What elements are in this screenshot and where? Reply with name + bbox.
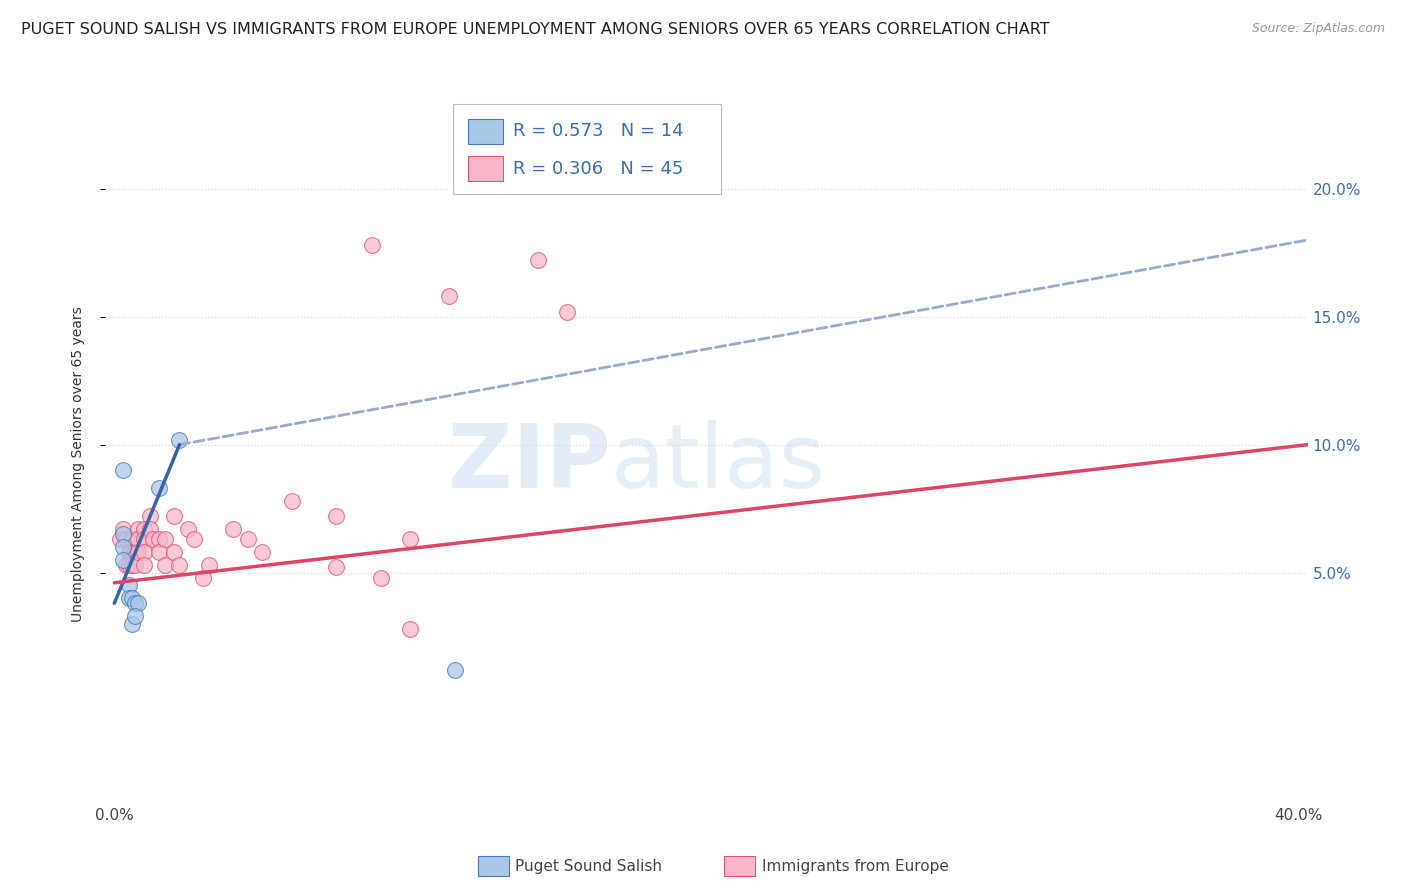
Point: [121, 591, 143, 606]
Point: [112, 463, 135, 477]
Point: [112, 553, 135, 567]
Text: ZIP: ZIP: [447, 420, 610, 508]
Text: Source: ZipAtlas.com: Source: ZipAtlas.com: [1251, 22, 1385, 36]
Point: [118, 591, 141, 606]
Point: [132, 533, 155, 547]
Point: [142, 533, 165, 547]
Point: [281, 494, 304, 508]
Point: [325, 560, 347, 574]
Point: [443, 663, 465, 677]
Point: [325, 509, 347, 524]
Point: [399, 622, 422, 636]
Point: [112, 527, 135, 541]
Point: [183, 533, 205, 547]
Point: [526, 253, 548, 268]
Point: [148, 533, 170, 547]
Point: [236, 533, 259, 547]
Point: [132, 558, 155, 572]
Point: [124, 558, 146, 572]
Point: [399, 533, 422, 547]
Y-axis label: Unemployment Among Seniors over 65 years: Unemployment Among Seniors over 65 years: [70, 306, 84, 622]
Point: [132, 522, 155, 536]
Point: [121, 558, 143, 572]
Point: [115, 558, 138, 572]
Point: [222, 522, 245, 536]
Point: [127, 522, 149, 536]
Point: [198, 558, 221, 572]
Point: [124, 545, 146, 559]
Text: R = 0.306   N = 45: R = 0.306 N = 45: [513, 160, 683, 178]
Point: [121, 545, 143, 559]
Point: [169, 433, 191, 447]
Point: [139, 522, 162, 536]
Point: [191, 571, 214, 585]
Text: PUGET SOUND SALISH VS IMMIGRANTS FROM EUROPE UNEMPLOYMENT AMONG SENIORS OVER 65 : PUGET SOUND SALISH VS IMMIGRANTS FROM EU…: [21, 22, 1050, 37]
Point: [124, 609, 146, 624]
Point: [112, 540, 135, 554]
Point: [118, 545, 141, 559]
Point: [110, 533, 132, 547]
Text: Immigrants from Europe: Immigrants from Europe: [762, 859, 949, 873]
Point: [118, 578, 141, 592]
Point: [112, 522, 135, 536]
Point: [162, 509, 184, 524]
Text: Puget Sound Salish: Puget Sound Salish: [515, 859, 662, 873]
Point: [115, 533, 138, 547]
Text: atlas: atlas: [610, 420, 825, 508]
Point: [118, 558, 141, 572]
Point: [121, 616, 143, 631]
Point: [127, 545, 149, 559]
Point: [121, 533, 143, 547]
Point: [162, 545, 184, 559]
Point: [127, 533, 149, 547]
Point: [132, 545, 155, 559]
Point: [139, 509, 162, 524]
Point: [177, 522, 200, 536]
Point: [148, 481, 170, 495]
Point: [361, 238, 384, 252]
Point: [124, 596, 146, 610]
Point: [153, 558, 176, 572]
Point: [252, 545, 274, 559]
Point: [557, 304, 579, 318]
Point: [370, 571, 392, 585]
Point: [127, 596, 149, 610]
Point: [148, 545, 170, 559]
Text: R = 0.573   N = 14: R = 0.573 N = 14: [513, 122, 683, 140]
Point: [437, 289, 460, 303]
Point: [169, 558, 191, 572]
Point: [153, 533, 176, 547]
